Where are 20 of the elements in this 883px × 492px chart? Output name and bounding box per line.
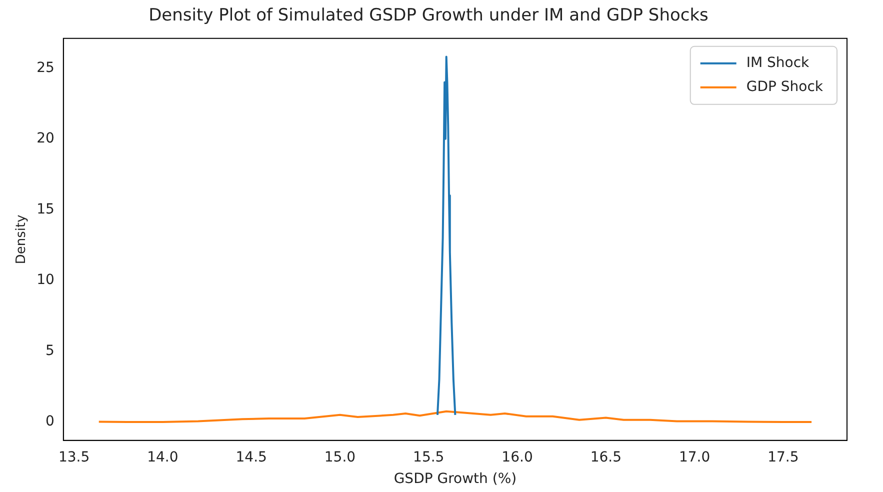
legend-label: GDP Shock: [746, 79, 824, 96]
y-axis-title: Density: [14, 214, 30, 264]
x-tick-label: 13.5: [58, 449, 90, 466]
x-tick-label: 14.0: [147, 449, 178, 466]
x-tick-label: 16.0: [502, 449, 533, 466]
x-tick-label: 15.0: [324, 449, 356, 466]
x-tick-label: 14.5: [236, 449, 267, 466]
y-tick-label: 25: [36, 60, 54, 76]
x-tick-label: 16.5: [590, 449, 622, 466]
y-tick-label: 15: [36, 201, 54, 218]
x-tick-label: 15.5: [413, 449, 444, 466]
chart-title: Density Plot of Simulated GSDP Growth under IM and GDP Shocks: [148, 6, 709, 26]
y-tick-label: 20: [36, 130, 54, 147]
legend-label: IM Shock: [746, 55, 810, 72]
x-axis-title: GSDP Growth (%): [394, 471, 517, 488]
x-tick-label: 17.0: [678, 449, 710, 466]
y-tick-label: 0: [45, 414, 54, 430]
x-tick-label: 17.5: [768, 449, 799, 466]
y-tick-label: 10: [36, 272, 54, 288]
y-tick-label: 5: [45, 342, 54, 359]
